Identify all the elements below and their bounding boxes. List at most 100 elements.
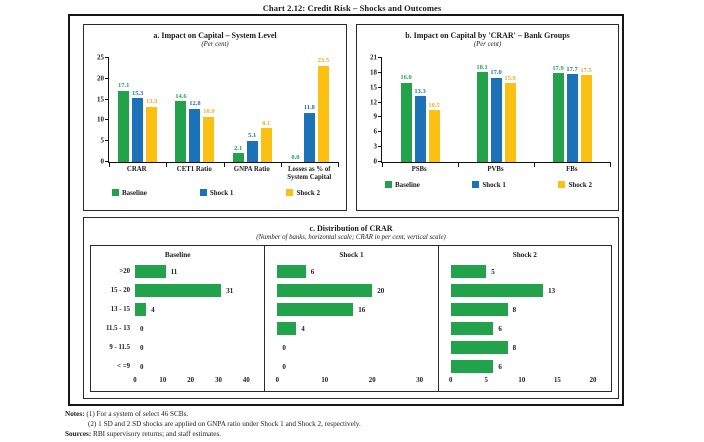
x-tick-mark [457, 162, 459, 167]
category-group: 0.0 11.8 23.5 [281, 57, 338, 162]
subpanel-baseline: Baseline >20 11 15 - 20 31 13 - 15 4 11.5 - 13 0… [91, 246, 264, 391]
y-tick-mark [378, 71, 382, 73]
category-label: CET1 Ratio [176, 166, 212, 173]
sources-line: Sources: RBI supervisory returns; and st… [65, 429, 361, 439]
note-2-text: (2) 1 SD and 2 SD shocks are applied on … [88, 420, 361, 428]
bar-row: 6 [441, 319, 609, 338]
bar-area: 11 [135, 262, 246, 281]
notes-label: Notes: [65, 410, 85, 418]
legend-label: Shock 2 [296, 188, 320, 197]
bar: 15.3 [132, 58, 143, 162]
bar-value-label: 11 [170, 267, 178, 276]
bar-value-label: 5.1 [248, 132, 257, 140]
y-tick-mark [378, 146, 382, 148]
x-tick-mark [280, 162, 282, 167]
bar-rect [118, 90, 130, 162]
x-tick-area: 0 10 20 30 [276, 376, 423, 387]
bar: 8.1 [260, 58, 272, 162]
bar-value-label: 4 [151, 305, 155, 314]
bar-rect [552, 73, 564, 162]
legend-swatch [558, 181, 566, 189]
bar-row: 0 [267, 338, 435, 357]
x-tick-label: 15 [553, 377, 561, 384]
note-line-1: Notes: (1) For a system of select 46 SCB… [65, 409, 361, 419]
bar-rect [135, 265, 166, 278]
y-tick-mark [105, 119, 109, 121]
bar-row: 16 [267, 300, 435, 319]
y-tick-label: 15 [370, 83, 377, 92]
bar-value-label: 6 [310, 267, 315, 276]
bar: 17.9 [552, 58, 564, 162]
bar-value-label: 17.9 [552, 64, 564, 72]
sources-text: RBI supervisory returns; and staff estim… [93, 430, 222, 438]
bar-row: >20 11 [93, 262, 262, 281]
y-tick-mark [378, 131, 382, 133]
x-tick-label: 30 [215, 377, 222, 384]
x-axis-labels: CRAR CET1 Ratio GNPA Ratio Losses as % of S… [108, 166, 338, 182]
bar: 17.1 [118, 58, 129, 162]
bar-value-label: 17.1 [117, 82, 130, 90]
y-tick-label: 6 [373, 127, 378, 136]
bar: 15.9 [504, 58, 516, 162]
y-tick-label: 15 [97, 95, 104, 104]
bar-value-label: 5 [491, 267, 495, 276]
bar-rect [246, 140, 258, 162]
category-label: < =9 [117, 363, 130, 370]
bar-area: 16 [277, 300, 419, 319]
bar-rect [428, 110, 440, 162]
bar-rect [450, 284, 544, 297]
bar-value-label: 12.8 [189, 100, 201, 108]
bar-value-label: 6 [498, 362, 502, 371]
x-axis-ticks: 0 10 20 30 [267, 376, 435, 387]
category-label: >20 [119, 268, 130, 275]
panel-b-subtitle: (Per cent) [473, 41, 502, 48]
bar-rect [317, 65, 329, 162]
panel-b-chart: 0 3 6 9 12 15 18 21 16.0 13.3 10.5 18.1 17.0 15.9 17.9… [357, 54, 618, 189]
y-tick-mark [105, 98, 109, 100]
bar-row: 6 [441, 357, 609, 376]
category-group: 14.6 12.8 10.9 [166, 58, 223, 162]
bar: 10.9 [203, 58, 215, 162]
bar-value-label: 15.9 [504, 74, 516, 82]
x-tick-label: 10 [159, 377, 167, 384]
bar-rect [476, 72, 488, 162]
bar-area: 5 [450, 262, 593, 281]
bar-value-label: 17.5 [580, 66, 592, 74]
bar-row: 4 [267, 319, 435, 338]
bar-value-label: 23.5 [317, 57, 330, 64]
bar: 10.5 [428, 58, 440, 162]
chart-outer-frame: a. Impact on Capital – System Level (Per… [68, 14, 624, 406]
y-tick-label: 0 [100, 157, 105, 166]
bar-rect [277, 303, 354, 316]
bar-value-label: 8 [512, 343, 517, 352]
panel-impact-system-level: a. Impact on Capital – System Level (Per… [83, 24, 347, 211]
legend-item: Shock 2 [558, 181, 592, 189]
bar-value-label: 0 [282, 362, 286, 371]
x-tick-mark [533, 162, 535, 167]
bar-value-label: 15.3 [131, 89, 144, 97]
panel-c-chart: Baseline >20 11 15 - 20 31 13 - 15 4 11.5 - 13 0… [90, 245, 612, 392]
legend: Baseline Shock 1 Shock 2 [112, 189, 320, 197]
x-tick-area: 0 10 20 30 40 [133, 376, 249, 387]
category-label: CRAR [126, 166, 147, 173]
legend-item: Shock 1 [199, 189, 233, 197]
bar-rect [450, 265, 487, 278]
bar-rect [277, 265, 306, 278]
y-tick-mark [105, 57, 109, 58]
spacer [93, 376, 135, 387]
legend-item: Shock 2 [286, 189, 320, 197]
category-label: 11.5 - 13 [106, 325, 130, 332]
bar-area: 8 [450, 338, 593, 357]
x-axis-ticks: 0 10 20 30 40 [93, 376, 262, 387]
legend-item: Baseline [385, 181, 420, 189]
subpanel-title: Baseline [164, 251, 191, 259]
panel-c-title: c. Distribution of CRAR [309, 224, 393, 233]
bar-row: 6 [267, 262, 435, 281]
bar-groups: 16.0 13.3 10.5 18.1 17.0 15.9 17.9 17.7 17.5 [382, 58, 610, 162]
bar-row: 13 [441, 281, 609, 300]
category-label: 15 - 20 [110, 287, 130, 294]
bar-row: 0 [267, 357, 435, 376]
legend-item: Baseline [112, 189, 147, 197]
y-tick-label: 12 [370, 98, 377, 107]
bar-area: 0 [135, 357, 246, 376]
